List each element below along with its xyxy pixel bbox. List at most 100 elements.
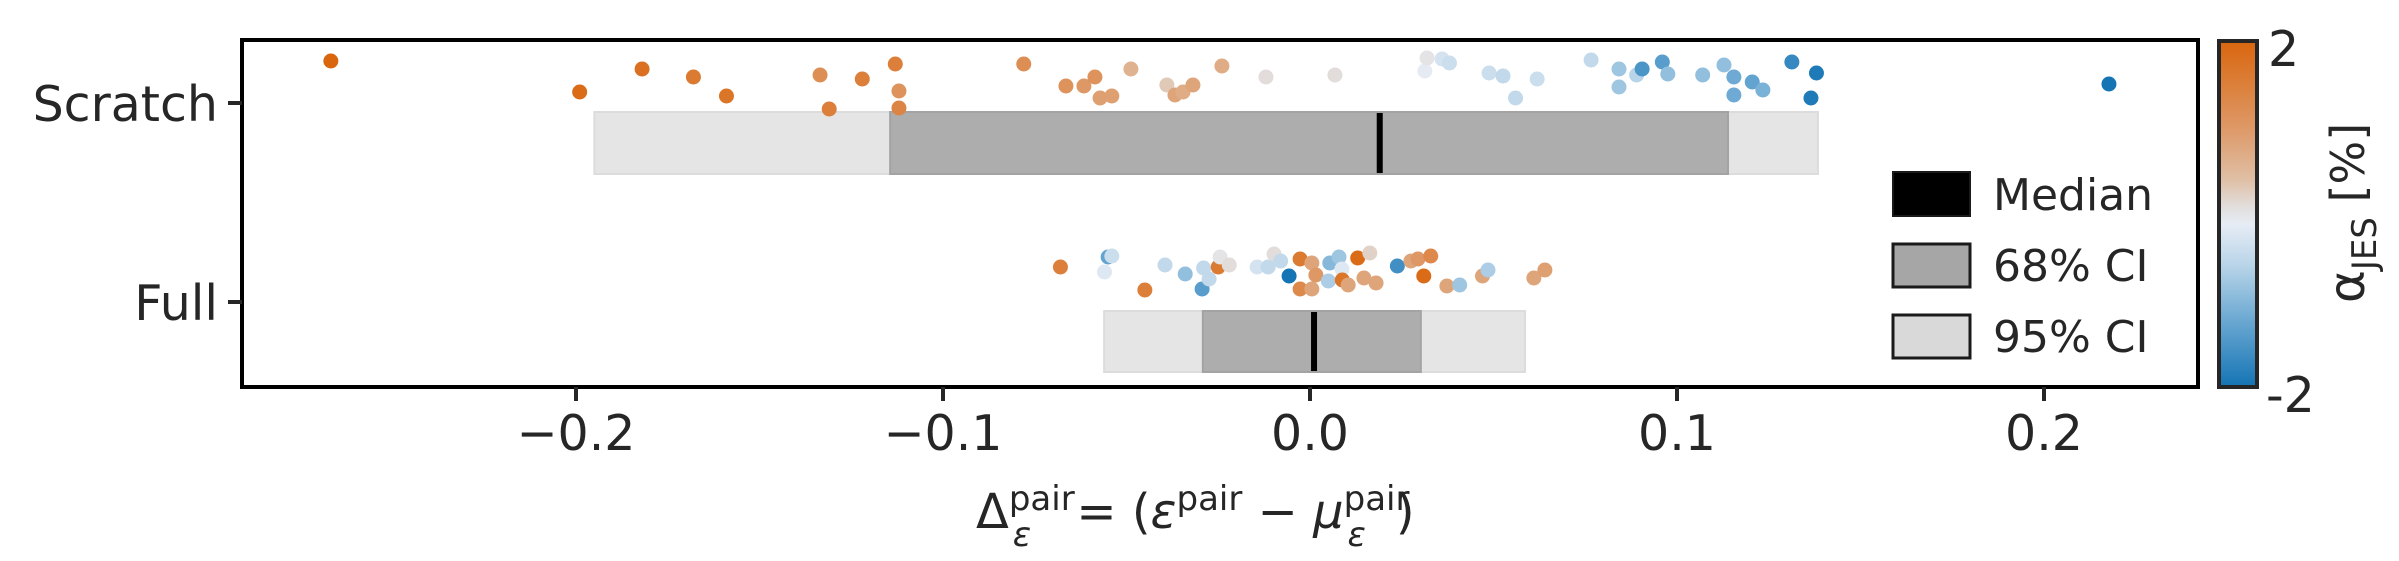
y-tick-label-full: Full — [134, 275, 218, 332]
interval-boxes — [593, 111, 1819, 373]
x-tick-label: 0.0 — [1271, 405, 1349, 462]
data-point — [1052, 259, 1068, 275]
data-point — [1249, 259, 1265, 275]
data-point — [1327, 67, 1343, 83]
data-point — [1389, 258, 1405, 274]
colorbar-max-label: 2 — [2268, 21, 2299, 78]
data-point — [1526, 270, 1542, 286]
data-point — [1716, 57, 1732, 73]
legend: Median 68% CI 95% CI — [1891, 170, 2153, 363]
data-point — [1583, 52, 1599, 68]
data-point — [1481, 65, 1497, 81]
data-point — [1423, 248, 1439, 264]
data-point — [1537, 262, 1553, 278]
data-point — [1340, 277, 1356, 293]
data-point — [1104, 88, 1120, 104]
data-point — [1092, 90, 1108, 106]
data-point — [1258, 69, 1274, 85]
data-point — [1123, 61, 1139, 77]
data-point — [821, 101, 837, 117]
data-point — [2101, 76, 2117, 92]
box-full — [1103, 310, 1527, 373]
data-point — [891, 100, 907, 116]
data-point — [1159, 77, 1175, 93]
data-point — [1410, 251, 1426, 267]
data-point — [685, 69, 701, 85]
y-tick-label-scratch: Scratch — [33, 76, 218, 133]
data-point — [1480, 262, 1496, 278]
data-point — [1221, 257, 1237, 273]
plot-frame — [240, 38, 2200, 389]
data-point — [1368, 275, 1384, 291]
data-point — [891, 83, 907, 99]
ci68-box — [889, 111, 1730, 175]
x-tick-label: −0.2 — [517, 405, 636, 462]
legend-label-median: Median — [1993, 170, 2153, 221]
data-point — [1058, 78, 1074, 94]
data-point — [1452, 277, 1468, 293]
data-point — [1087, 69, 1103, 85]
colorbar: 2 -2 αJES [%] — [2217, 21, 2385, 424]
points-full — [1052, 245, 1553, 298]
x-axis: −0.2 −0.1 0.0 0.1 0.2 — [517, 387, 2083, 462]
data-point — [323, 53, 339, 69]
data-point — [1508, 90, 1524, 106]
strip-points — [323, 50, 2117, 298]
data-point — [718, 88, 734, 104]
data-point — [1744, 74, 1760, 90]
data-point — [1726, 87, 1742, 103]
data-point — [1260, 259, 1276, 275]
legend-swatch-ci68 — [1891, 242, 1972, 289]
data-point — [1356, 270, 1372, 286]
data-point — [1419, 50, 1435, 66]
data-point — [1308, 267, 1324, 283]
data-point — [572, 84, 588, 100]
data-point — [1104, 248, 1120, 264]
data-point — [1417, 63, 1433, 79]
legend-label-ci95: 95% CI — [1993, 312, 2148, 363]
data-point — [1350, 250, 1366, 266]
data-point — [1076, 78, 1092, 94]
data-point — [1416, 268, 1432, 284]
data-point — [1214, 58, 1230, 74]
data-point — [887, 56, 903, 72]
colorbar-label: αJES [%] — [2318, 123, 2385, 303]
data-point — [634, 61, 650, 77]
data-point — [1755, 82, 1771, 98]
data-point — [1660, 66, 1676, 82]
data-point — [1281, 268, 1297, 284]
data-point — [812, 67, 828, 83]
legend-swatch-median — [1892, 171, 1971, 217]
data-point — [1292, 251, 1308, 267]
x-tick-label: 0.1 — [1638, 405, 1716, 462]
colorbar-min-label: -2 — [2266, 367, 2315, 424]
data-point — [1611, 61, 1627, 77]
data-point — [1320, 273, 1336, 289]
data-point — [1096, 264, 1112, 280]
data-point — [1334, 261, 1350, 277]
data-point — [1808, 65, 1824, 81]
y-axis: Scratch Full — [33, 76, 242, 332]
data-point — [1016, 56, 1032, 72]
data-point — [1304, 255, 1320, 271]
data-point — [1201, 271, 1217, 287]
data-point — [1185, 77, 1201, 93]
data-point — [1495, 68, 1511, 84]
data-point — [1292, 281, 1308, 297]
data-point — [1439, 278, 1455, 294]
legend-swatch-ci95 — [1891, 313, 1972, 360]
x-tick-label: 0.2 — [2005, 405, 2083, 462]
data-point — [854, 71, 870, 87]
x-axis-label: Δpair ε = (εpair − μpair ε) — [976, 479, 1415, 555]
data-point — [1611, 79, 1627, 95]
data-point — [1137, 282, 1153, 298]
data-point — [1726, 69, 1742, 85]
data-point — [1803, 90, 1819, 106]
data-point — [1157, 257, 1173, 273]
data-point — [1784, 54, 1800, 70]
data-point — [1441, 55, 1457, 71]
data-point — [1529, 71, 1545, 87]
box-scratch — [593, 111, 1819, 175]
data-point — [1273, 253, 1289, 269]
